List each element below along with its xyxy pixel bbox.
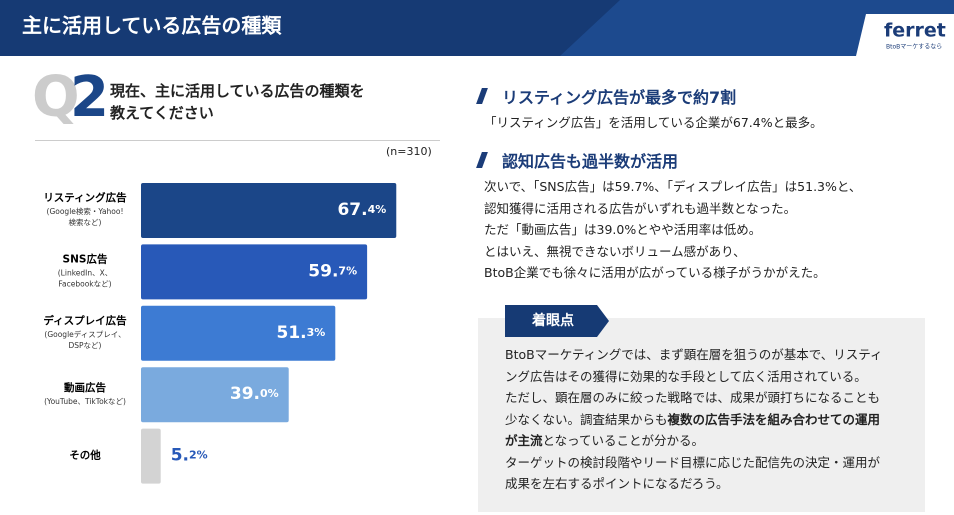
point-segment: ング広告はその獲得に効果的な手段として広く活用されている。: [505, 368, 867, 384]
bar: [141, 305, 336, 361]
point-segment: 成果を左右するポイントになるだろう。: [505, 476, 729, 491]
category-note: 検索など): [69, 217, 102, 227]
finding-line: 認知獲得に活用される広告がいずれも過半数となった。: [484, 200, 797, 216]
point-text: BtoBマーケティングでは、まず顕在層を狙うのが基本で、リスティ ング広告はその獲…: [505, 344, 882, 495]
chart: リスティング広告 (Google検索・Yahoo!検索など) 67.4% SNS広告 (…: [43, 183, 397, 484]
category-label: その他: [69, 449, 101, 462]
slash-icon: [476, 152, 488, 168]
point-line: BtoBマーケティングでは、まず顕在層を狙うのが基本で、リスティ: [505, 344, 882, 366]
point-line: ターゲットの検討段階やリード目標に応じた配信先の決定・運用が: [505, 452, 882, 474]
point-label: 着眼点: [531, 312, 574, 329]
finding-line: ただ「動画広告」は39.0%とやや活用率は低め。: [484, 222, 762, 237]
header: 主に活用している広告の種類 ferret BtoBマーケするなら: [0, 0, 954, 56]
point-segment: 複数の広告手法を組み合わせての運用: [667, 411, 881, 427]
logo: ferret: [884, 20, 946, 42]
category-label: リスティング広告: [43, 191, 127, 204]
point-segment: が主流: [505, 433, 543, 448]
category-note: (Google検索・Yahoo!: [47, 206, 124, 216]
point-segment: BtoBマーケティングでは、まず顕在層を狙うのが基本で、リスティ: [505, 347, 883, 362]
category-label: SNS広告: [63, 252, 108, 265]
finding-line: BtoB企業でも徐々に活用が広がっている様子がうかがえた。: [484, 265, 826, 280]
bar: [141, 183, 397, 238]
point-line: が主流となっていることが分かる。: [505, 430, 882, 452]
value-label: 51.3%: [276, 323, 325, 343]
value-label: 59.7%: [308, 261, 357, 281]
question-line: 現在、主に活用している広告の種類を: [110, 82, 365, 100]
slash-icon: [476, 88, 488, 104]
q-num: 2: [70, 65, 109, 130]
finding-heading: リスティング広告が最多で約7割: [502, 88, 737, 107]
point-box: [478, 318, 925, 512]
point-line: 少なくない。調査結果からも複数の広告手法を組み合わせての運用: [505, 409, 882, 431]
value-label: 67.4%: [337, 200, 386, 220]
category-note: DSPなど): [69, 341, 102, 350]
point-segment: ただし、顕在層のみに絞った戦略では、成果が頭打ちになることも: [505, 390, 881, 405]
bar: [141, 428, 161, 484]
point-segment: 少なくない。調査結果からも: [505, 411, 668, 427]
finding-line: 「リスティング広告」を活用している企業が67.4%と最多。: [484, 115, 823, 130]
category-note: (LinkedIn、X、: [58, 268, 113, 277]
finding-line: とはいえ、無視できないボリューム感があり、: [484, 243, 746, 259]
bar: [141, 244, 368, 300]
title: 主に活用している広告の種類: [22, 14, 282, 38]
finding-heading: 認知広告も過半数が活用: [502, 152, 679, 171]
point-segment: となっていることが分かる。: [542, 433, 705, 448]
point-line: ング広告はその獲得に効果的な手段として広く活用されている。: [505, 366, 882, 388]
category-note: (YouTube、TikTokなど): [44, 397, 126, 406]
category-note: (Googleディスプレイ、: [44, 329, 125, 339]
finding-line: 次いで、「SNS広告」は59.7%、「ディスプレイ広告」は51.3%と、: [484, 179, 862, 194]
value-label: 39.0%: [230, 384, 279, 404]
bar: [141, 367, 289, 423]
point-tab: 着眼点: [505, 305, 609, 337]
point-line: ただし、顕在層のみに絞った戦略では、成果が頭打ちになることも: [505, 387, 882, 409]
divider: [35, 140, 440, 141]
point-line: 成果を左右するポイントになるだろう。: [505, 473, 882, 495]
category-label: ディスプレイ広告: [43, 314, 127, 327]
category-label: 動画広告: [64, 381, 106, 394]
n: (n=310): [386, 145, 432, 158]
tagline: BtoBマーケするなら: [886, 44, 942, 51]
value-label: 5.2%: [171, 446, 208, 466]
category-note: Facebookなど): [58, 279, 111, 288]
question: 現在、主に活用している広告の種類を 教えてください: [110, 80, 365, 124]
question-line: 教えてください: [110, 104, 214, 122]
q: Q: [32, 65, 80, 130]
point-segment: ターゲットの検討段階やリード目標に応じた配信先の決定・運用が: [505, 454, 881, 470]
